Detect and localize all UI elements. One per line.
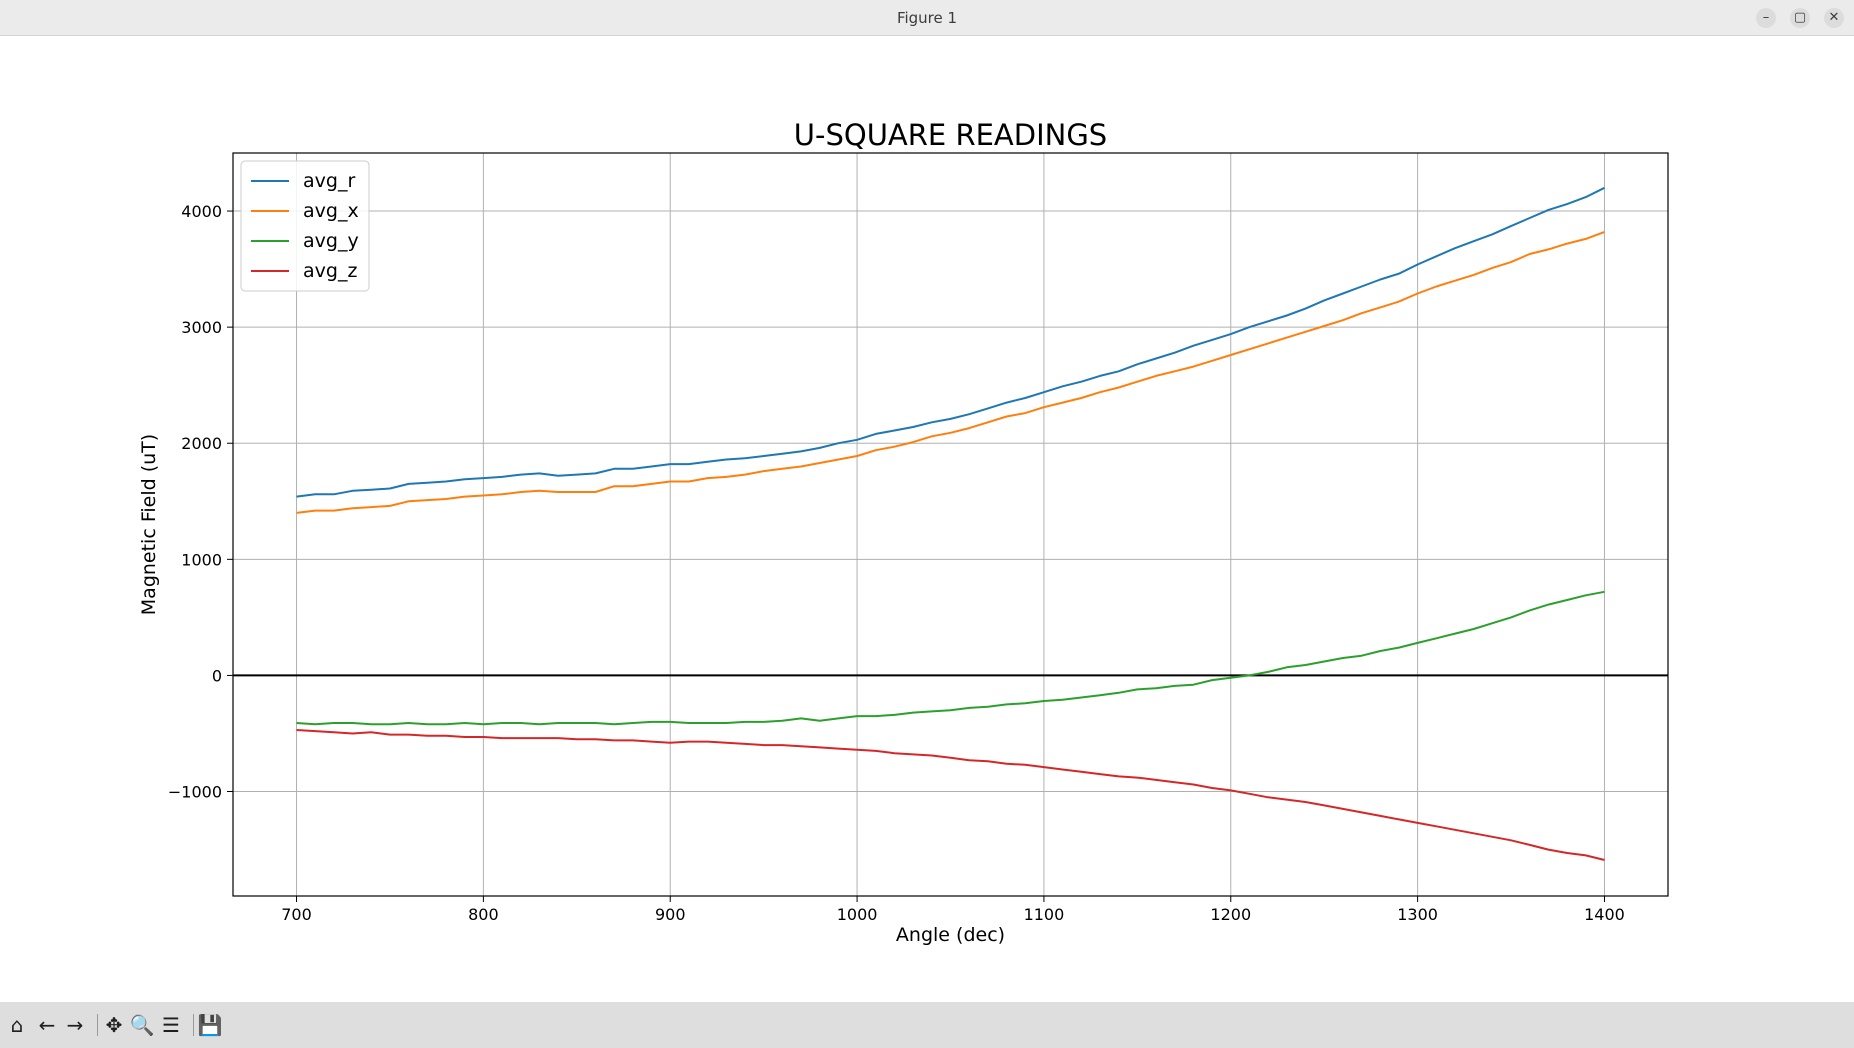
series-line-avg_z [296,729,1605,861]
zoom-icon[interactable]: 🔍 [129,1013,155,1037]
series-line-avg_y [296,590,1605,726]
x-tick-label: 1200 [1210,905,1251,924]
x-tick-label: 900 [655,905,686,924]
legend-box [240,160,370,292]
x-axis-label: Angle (dec) [896,924,1005,946]
navigation-toolbar: ⌂ ← → ✥ 🔍 ☰ 💾 [0,1002,1854,1048]
legend-label: avg_z [303,260,357,282]
legend-label: avg_x [303,200,359,222]
series-line-avg_x [296,230,1605,514]
chart-title: U-SQUARE READINGS [794,118,1107,152]
figure-canvas: 700 800 900 1000 1100 1200 1300 1400 −1000 0 1000 2… [0,36,1854,1002]
save-icon[interactable]: 💾 [197,1013,223,1037]
maximize-button[interactable]: ▢ [1790,8,1810,28]
x-tick-label: 1400 [1584,905,1625,924]
y-tick-label: 2000 [181,434,222,453]
x-tick-label: 1000 [837,905,878,924]
chart-svg: 700 800 900 1000 1100 1200 1300 1400 −1000 0 1000 2… [138,118,1669,946]
pan-icon[interactable]: ✥ [105,1013,123,1037]
toolbar-separator [97,1014,98,1036]
home-icon[interactable]: ⌂ [10,1013,24,1037]
x-tick-label: 1100 [1024,905,1065,924]
x-tick-label: 700 [281,905,312,924]
back-icon[interactable]: ← [38,1013,56,1037]
y-tick-label: 4000 [181,202,222,221]
y-tick-label: 1000 [181,550,222,569]
window-title: Figure 1 [896,9,958,27]
y-tick-label: −1000 [168,783,222,802]
close-button[interactable]: ✕ [1824,8,1844,28]
y-tick-label: 3000 [181,318,222,337]
series-line-avg_r [296,186,1605,498]
window-titlebar: Figure 1 – ▢ ✕ [0,0,1854,36]
toolbar-separator [193,1014,194,1036]
legend-label: avg_r [303,170,355,192]
forward-icon[interactable]: → [66,1013,84,1037]
x-tick-label: 800 [468,905,499,924]
x-tick-label: 1300 [1397,905,1438,924]
legend: avg_r avg_x avg_y avg_z [240,160,370,292]
y-axis-label: Magnetic Field (uT) [138,434,160,615]
axes-frame [232,152,1669,897]
configure-icon[interactable]: ☰ [162,1013,180,1037]
legend-label: avg_y [303,230,359,252]
minimize-button[interactable]: – [1756,8,1776,28]
y-tick-label: 0 [212,666,222,685]
